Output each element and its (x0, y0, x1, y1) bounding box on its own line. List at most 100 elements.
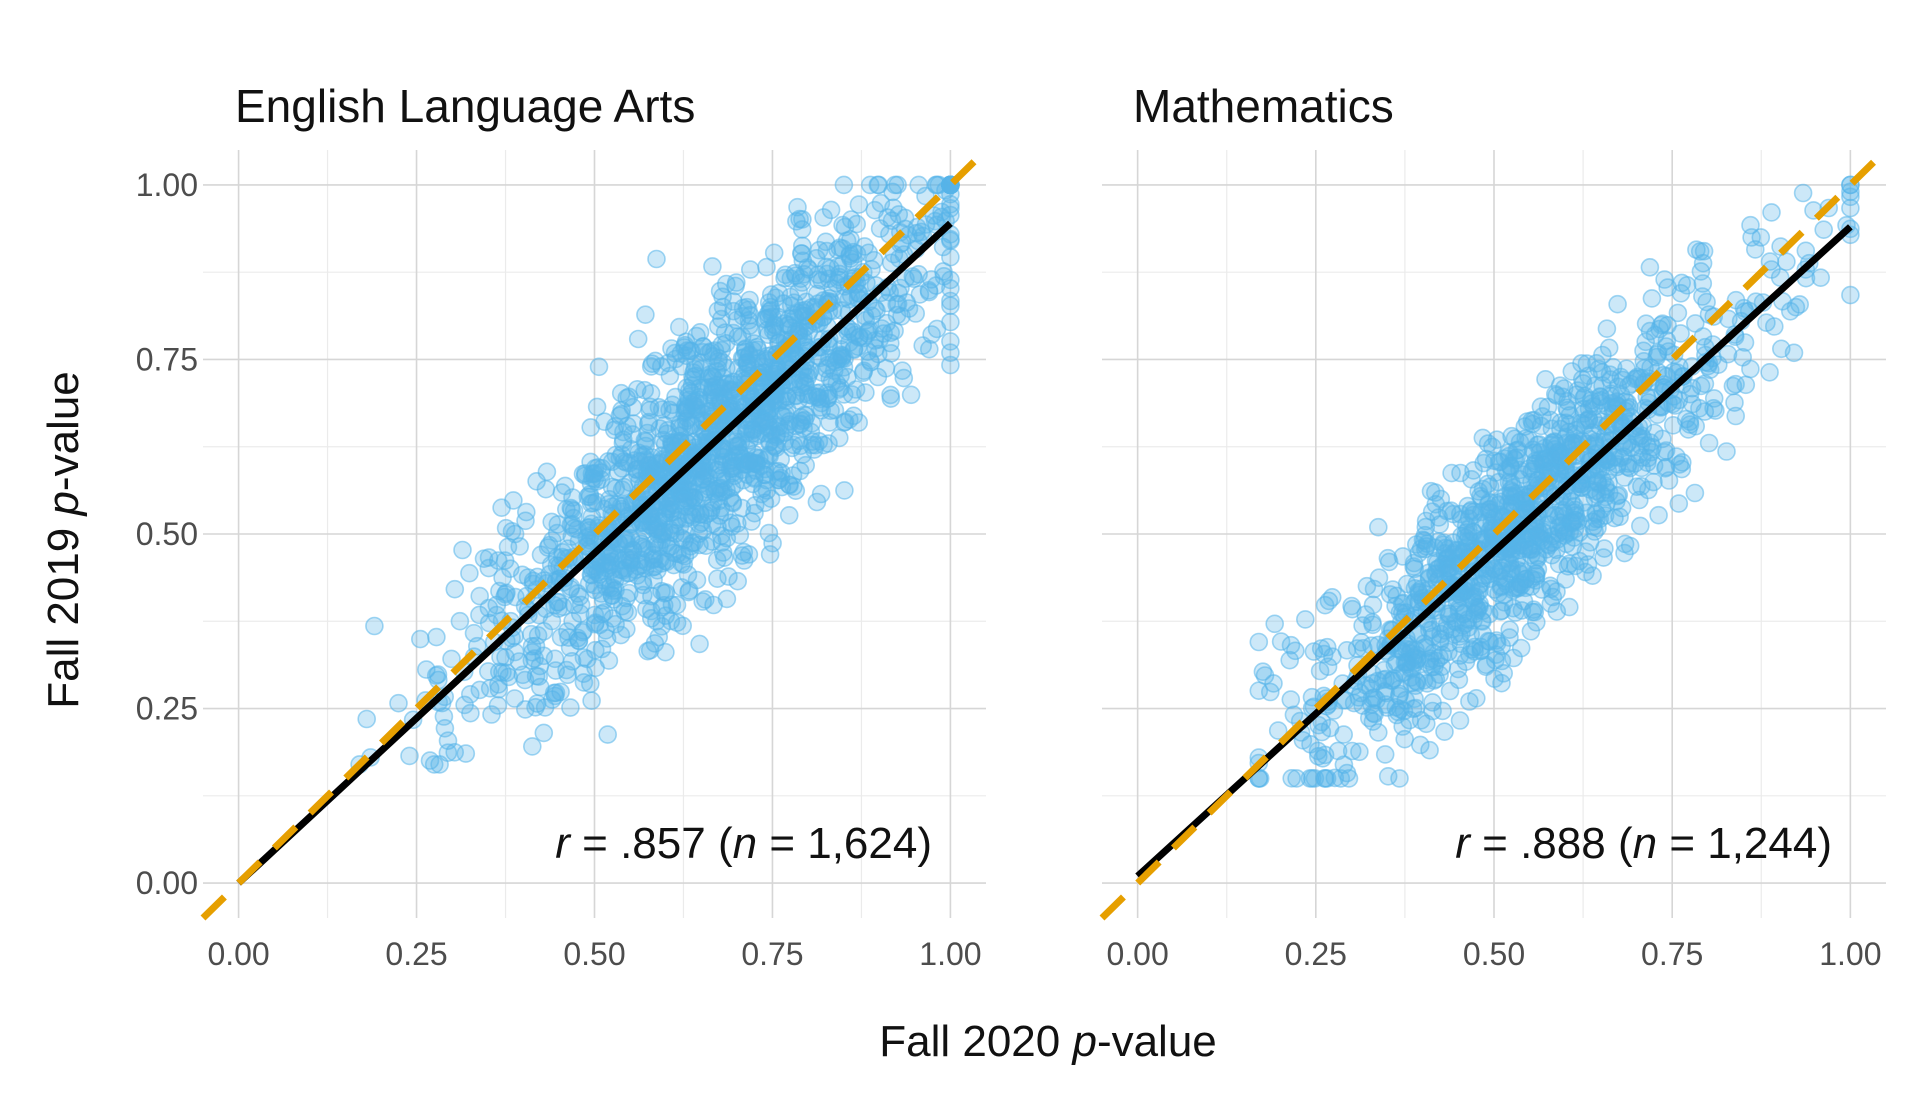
math-data-point (1687, 240, 1706, 259)
math-data-point (1411, 735, 1430, 755)
ela-data-point (589, 357, 609, 377)
ela-x-tick-label: 0.75 (741, 936, 803, 972)
ela-data-point (660, 366, 680, 386)
ela-data-point (561, 498, 581, 518)
math-data-point (1548, 530, 1567, 549)
math-data-point (1318, 657, 1338, 677)
math-data-point (1656, 441, 1676, 460)
ela-data-point (726, 276, 745, 296)
math-data-point (1669, 494, 1689, 513)
math-data-point (1309, 746, 1328, 766)
ela-data-point (509, 652, 529, 671)
ela-data-point (941, 270, 960, 290)
ela-data-point (497, 583, 516, 603)
math-data-point (1585, 522, 1604, 541)
ela-data-point (794, 366, 814, 386)
ela-data-point (760, 545, 780, 564)
ela-data-point (764, 243, 784, 263)
ela-data-point (702, 385, 721, 405)
math-data-point (1772, 339, 1791, 359)
ela-data-point (488, 551, 508, 570)
math-n-value: = 1,244) (1657, 819, 1832, 868)
math-data-point (1685, 483, 1705, 503)
math-data-point (1265, 614, 1284, 634)
math-data-point (1478, 495, 1498, 514)
x-axis-label-suffix: -value (1097, 1017, 1217, 1066)
ela-data-point (790, 321, 809, 340)
ela-data-point (818, 389, 838, 408)
ela-data-point (585, 614, 605, 634)
ela-data-point (792, 236, 812, 256)
ela-data-point (765, 316, 785, 335)
ela-data-point (615, 495, 635, 515)
ela-data-point (493, 663, 512, 682)
ela-data-point (901, 385, 921, 405)
math-data-point (1311, 639, 1331, 658)
ela-data-point (702, 498, 721, 518)
ela-data-point (671, 344, 691, 363)
ela-data-point (456, 744, 476, 763)
math-data-point (1404, 553, 1424, 573)
ela-n-symbol: n (733, 819, 757, 868)
math-data-point (1653, 429, 1672, 449)
math-data-point (1268, 721, 1288, 740)
ela-data-point (673, 616, 693, 636)
ela-data-point (734, 542, 754, 562)
ela-data-point (621, 542, 640, 562)
ela-data-point (516, 502, 536, 522)
math-data-point (1762, 203, 1781, 222)
ela-data-point (581, 565, 601, 585)
math-data-point (1599, 338, 1619, 358)
ela-data-point (460, 684, 480, 704)
ela-data-point (690, 322, 710, 342)
ela-data-point (922, 325, 941, 344)
ela-data-point (695, 590, 715, 609)
ela-data-point (470, 680, 490, 700)
ela-data-point (592, 604, 612, 624)
ela-y-tick-label: 0.75 (136, 341, 198, 377)
ela-data-point (761, 489, 781, 509)
ela-data-point (563, 611, 582, 631)
ela-data-point (649, 397, 669, 417)
math-data-point (1287, 769, 1306, 788)
ela-data-point (568, 520, 587, 539)
math-data-point (1393, 717, 1412, 736)
ela-data-point (428, 670, 448, 690)
ela-data-point (674, 555, 694, 574)
math-data-point (1504, 648, 1523, 668)
ela-data-point (793, 303, 813, 323)
ela-correlation-annotation: r = .857 (n = 1,624) (555, 819, 932, 868)
ela-data-point (582, 464, 602, 484)
math-data-point (1492, 568, 1511, 587)
math-data-point (1573, 399, 1593, 419)
ela-r-value: = .857 ( (570, 819, 733, 868)
math-data-point (1405, 689, 1424, 709)
math-data-point (1655, 270, 1674, 289)
math-data-point (1510, 460, 1529, 480)
ela-data-point (732, 498, 752, 518)
ela-data-point (804, 440, 824, 459)
ela-data-point (743, 340, 763, 360)
math-data-point (1814, 220, 1833, 239)
ela-data-point (693, 592, 713, 611)
math-data-point (1524, 410, 1544, 430)
math-x-tick-label: 1.00 (1819, 936, 1881, 972)
math-data-point (1337, 640, 1357, 660)
ela-lines (200, 147, 989, 921)
math-data-point (1426, 494, 1446, 514)
ela-data-point (881, 323, 901, 343)
math-data-point (1735, 333, 1755, 352)
ela-data-point (666, 387, 685, 407)
ela-data-point (716, 358, 736, 378)
ela-data-point (442, 649, 461, 669)
ela-points (350, 175, 960, 774)
math-data-point (1695, 374, 1715, 394)
ela-data-point (708, 569, 727, 589)
math-data-point (1631, 516, 1650, 536)
ela-data-point (594, 499, 614, 519)
math-data-point (1363, 595, 1383, 615)
ela-data-point (522, 737, 542, 756)
ela-data-point (595, 554, 614, 573)
math-x-tick-label: 0.50 (1463, 936, 1525, 972)
ela-data-point (460, 563, 479, 583)
